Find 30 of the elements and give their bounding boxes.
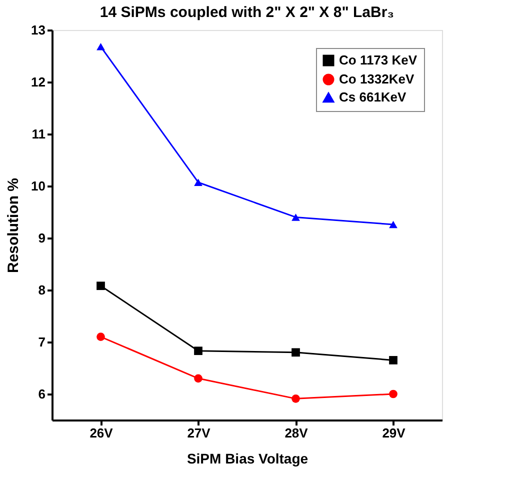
point [194,178,202,186]
x-tick-label: 29V [382,426,406,440]
y-tick-label: 12 [31,74,46,90]
point [194,374,202,383]
legend-label: Co 1173 KeV [339,52,418,68]
y-tick-label: 6 [38,386,46,402]
point [96,43,105,50]
y-tick-label: 11 [32,126,46,142]
x-tick-label: 28V [284,426,308,440]
point [292,348,300,357]
x-tick-label: 26V [90,426,114,440]
x-axis-title: SiPM Bias Voltage [186,450,308,466]
y-tick-label: 8 [38,282,46,298]
point [194,346,202,356]
point [96,282,105,290]
point [389,220,398,228]
x-tick-label: 27V [187,426,211,440]
y-tick-label: 9 [38,230,46,246]
legend-label: Co 1332KeV [339,72,414,86]
point [389,356,398,364]
y-tick-label: 7 [38,334,46,350]
point [96,332,105,341]
y-tick-label: 13 [31,22,46,38]
legend-label: Cs 661KeV [339,90,407,104]
point [292,214,300,221]
y-axis-title: Resolution % [5,178,22,274]
chart-title: 14 SiPMs coupled with 2" X 2" X 8" LaBr₃ [100,4,394,21]
y-tick-label: 10 [31,178,46,194]
point [292,394,300,403]
point [389,390,398,398]
